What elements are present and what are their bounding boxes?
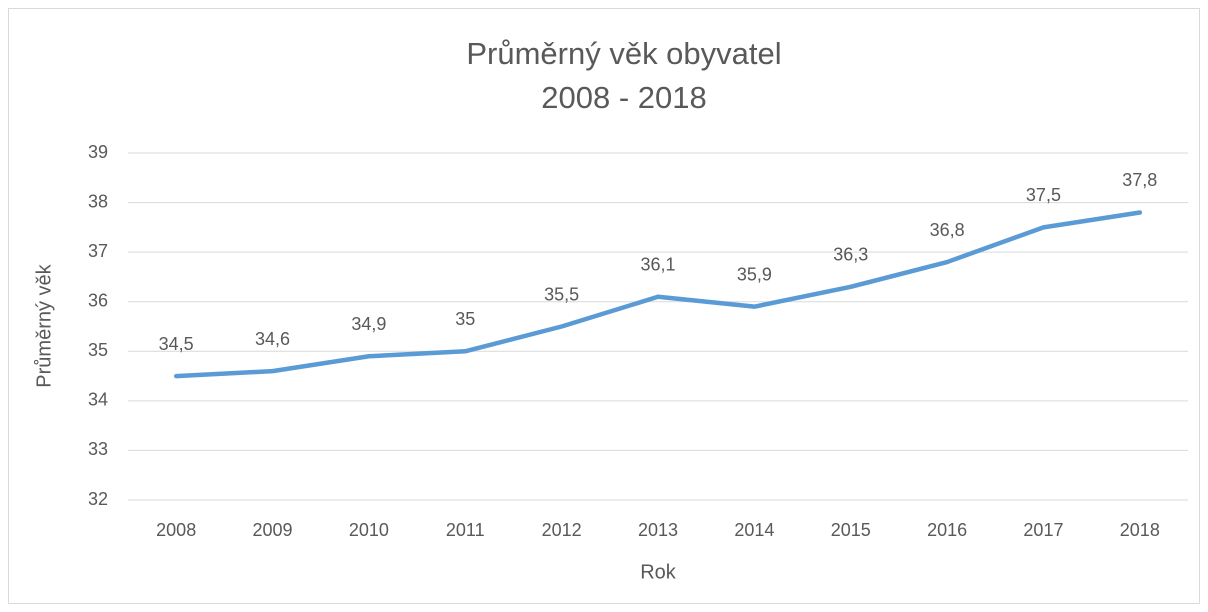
y-tick-label: 35	[88, 340, 108, 360]
y-tick-label: 32	[88, 489, 108, 509]
data-label: 36,8	[930, 220, 965, 240]
y-tick-label: 33	[88, 439, 108, 459]
data-label: 35,5	[544, 284, 579, 304]
data-label: 36,3	[833, 245, 868, 265]
x-tick-label: 2017	[1023, 520, 1063, 540]
line	[173, 210, 1143, 379]
x-tick-label: 2013	[638, 520, 678, 540]
x-tick-label: 2010	[349, 520, 389, 540]
data-label: 35	[455, 309, 475, 329]
x-axis-title: Rok	[640, 561, 677, 583]
data-label: 36,1	[640, 255, 675, 275]
y-tick-label: 36	[88, 290, 108, 310]
y-tick-label: 39	[88, 142, 108, 162]
data-label: 34,9	[351, 314, 386, 334]
chart-title: Průměrný věk obyvatel	[466, 36, 781, 71]
data-label: 34,5	[159, 334, 194, 354]
data-label: 34,6	[255, 329, 290, 349]
x-tick-label: 2018	[1120, 520, 1160, 540]
x-tick-label: 2012	[542, 520, 582, 540]
x-tick-label: 2009	[253, 520, 293, 540]
x-tick-label: 2011	[446, 520, 485, 540]
y-axis-title: Průměrný věk	[33, 263, 55, 387]
chart-border	[8, 8, 1200, 604]
x-tick-label: 2014	[734, 520, 774, 540]
y-tick-label: 38	[88, 191, 108, 211]
x-tick-label: 2016	[927, 520, 967, 540]
y-tick-label: 34	[88, 390, 108, 410]
chart-subtitle: 2008 - 2018	[541, 80, 706, 115]
y-tick-label: 37	[88, 241, 108, 261]
x-tick-label: 2008	[156, 520, 196, 540]
data-label: 35,9	[737, 264, 772, 284]
data-label: 37,5	[1026, 185, 1061, 205]
data-label: 37,8	[1122, 170, 1157, 190]
x-tick-label: 2015	[831, 520, 871, 540]
